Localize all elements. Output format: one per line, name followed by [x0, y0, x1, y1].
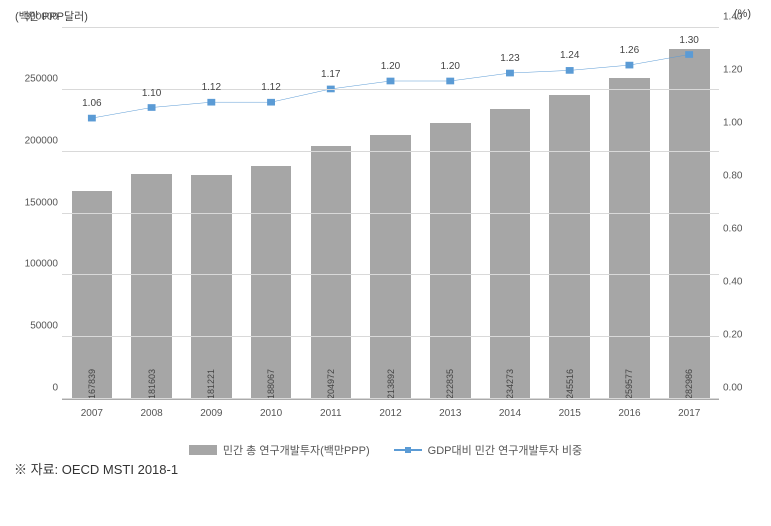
- y-right-tick: 1.20: [723, 65, 767, 76]
- gridline: [62, 398, 719, 399]
- y-right-tick: 0.20: [723, 330, 767, 341]
- legend-bar-label: 민간 총 연구개발투자(백만PPP): [223, 442, 370, 458]
- line-point-label: 1.10: [142, 88, 161, 99]
- line-series: [62, 28, 719, 399]
- line-point-label: 1.12: [202, 82, 221, 93]
- legend-item-bar: 민간 총 연구개발투자(백만PPP): [189, 442, 370, 458]
- y-right-tick: 0.00: [723, 383, 767, 394]
- chart-container: (백만 PPP달러) (%) 1678392007181603200818122…: [0, 0, 771, 480]
- x-tick: 2010: [260, 408, 282, 419]
- x-tick: 2014: [499, 408, 521, 419]
- line-point-label: 1.23: [500, 53, 519, 64]
- y-left-tick: 0: [10, 383, 58, 394]
- gridline: [62, 336, 719, 337]
- plot-area: 1678392007181603200818122120091880672010…: [62, 28, 719, 400]
- legend-item-line: GDP대비 민간 연구개발투자 비중: [394, 442, 582, 458]
- x-tick: 2016: [618, 408, 640, 419]
- line-point-label: 1.26: [620, 45, 639, 56]
- x-tick: 2011: [320, 408, 342, 419]
- y-right-tick: 0.60: [723, 224, 767, 235]
- y-left-tick: 200000: [10, 135, 58, 146]
- y-left-tick: 50000: [10, 321, 58, 332]
- line-point-label: 1.12: [261, 82, 280, 93]
- line-point-label: 1.20: [440, 61, 459, 72]
- x-tick: 2007: [81, 408, 103, 419]
- x-tick: 2015: [559, 408, 581, 419]
- gridline: [62, 274, 719, 275]
- line-swatch-icon: [394, 449, 422, 451]
- y-left-tick: 100000: [10, 259, 58, 270]
- y-right-tick: 0.80: [723, 171, 767, 182]
- gridline: [62, 151, 719, 152]
- y-right-tick: 1.00: [723, 118, 767, 129]
- bar-swatch-icon: [189, 445, 217, 455]
- line-point-label: 1.17: [321, 69, 340, 80]
- gridline: [62, 27, 719, 28]
- y-right-tick: 1.40: [723, 12, 767, 23]
- line-point-label: 1.30: [679, 35, 698, 46]
- y-left-tick: 250000: [10, 73, 58, 84]
- y-left-tick: 300000: [10, 12, 58, 23]
- x-tick: 2008: [140, 408, 162, 419]
- y-right-tick: 0.40: [723, 277, 767, 288]
- line-point-label: 1.20: [381, 61, 400, 72]
- source-note: ※ 자료: OECD MSTI 2018-1: [14, 459, 178, 478]
- line-point-label: 1.06: [82, 98, 101, 109]
- x-tick: 2012: [379, 408, 401, 419]
- x-tick: 2017: [678, 408, 700, 419]
- legend: 민간 총 연구개발투자(백만PPP) GDP대비 민간 연구개발투자 비중: [0, 442, 771, 458]
- line-point-label: 1.24: [560, 51, 579, 62]
- gridline: [62, 213, 719, 214]
- x-tick: 2009: [200, 408, 222, 419]
- legend-line-label: GDP대비 민간 연구개발투자 비중: [428, 442, 582, 458]
- x-tick: 2013: [439, 408, 461, 419]
- y-left-tick: 150000: [10, 197, 58, 208]
